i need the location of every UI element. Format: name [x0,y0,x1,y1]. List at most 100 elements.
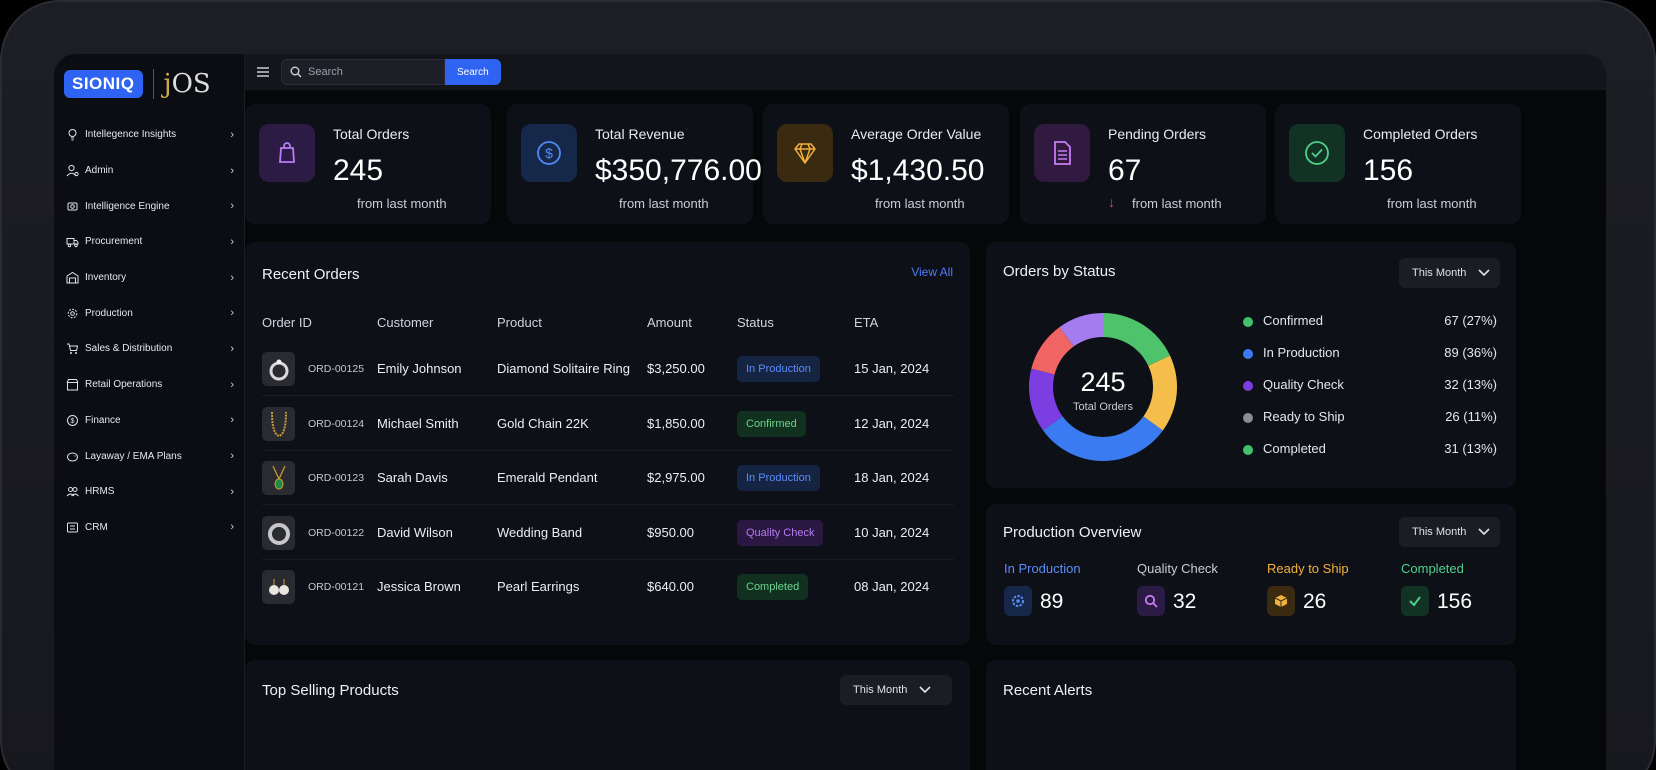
top-selling-period-dropdown[interactable]: This Month [840,675,952,705]
table-row[interactable]: ORD-00122 David Wilson Wedding Band $950… [262,506,954,560]
chain-icon [270,411,287,437]
stat-title: Pending Orders [1108,126,1207,142]
top-selling-title: Top Selling Products [262,682,399,699]
status-period-dropdown[interactable]: This Month [1399,258,1500,288]
table-row[interactable]: ORD-00125 Emily Johnson Diamond Solitair… [262,342,954,396]
gear-icon [1012,595,1024,607]
sidebar-item-crm[interactable]: CRM › [54,510,244,546]
orders-by-status-card: Orders by Status This Month 245 Total Or… [986,242,1516,488]
sidebar-item-hrms[interactable]: HRMS › [54,474,244,510]
sidebar-item-procurement[interactable]: Procurement › [54,224,244,260]
column-header[interactable]: ETA [854,315,879,330]
sidebar-item-label: HRMS [85,486,115,498]
stat-card-total-revenue[interactable]: $ Total Revenue $350,776.00 from last mo… [507,104,762,224]
legend-item[interactable]: Completed 31 (13%) [1243,440,1497,460]
donut-segment-blue[interactable] [1043,416,1163,461]
coin-icon: $ [67,414,78,426]
search-input[interactable] [308,66,438,78]
sidebar-item-label: Finance [85,414,121,426]
stat-icon-box: $ [521,124,577,182]
check-circle-icon [1305,141,1329,165]
stat-card-average-order-value[interactable]: Average Order Value $1,430.50 from last … [763,104,1009,224]
sidebar: SIONIQ jOS Intellegence Insights › Admin… [54,54,245,770]
check-icon [1409,596,1421,607]
legend-item[interactable]: Confirmed 67 (27%) [1243,312,1497,332]
view-all-link[interactable]: View All [911,265,953,279]
sidebar-item-layaway-ema-plans[interactable]: Layaway / EMA Plans › [54,438,244,474]
legend-item[interactable]: Quality Check 32 (13%) [1243,376,1497,396]
search-icon [290,66,302,78]
donut-segment-red[interactable] [1031,327,1074,375]
engine-icon [67,202,78,211]
sidebar-item-inventory[interactable]: Inventory › [54,260,244,296]
chevron-right-icon: › [230,485,234,498]
search-field[interactable] [281,59,445,85]
sidebar-item-sales-distribution[interactable]: Sales & Distribution › [54,331,244,367]
menu-icon[interactable] [257,65,269,80]
sidebar-item-retail-operations[interactable]: Retail Operations › [54,367,244,403]
stat-card-pending-orders[interactable]: Pending Orders 67 ↓ from last month [1020,104,1266,224]
product-thumbnail [262,406,295,441]
sidebar-item-finance[interactable]: $ Finance › [54,403,244,439]
legend-value: 31 (13%) [1444,441,1497,456]
main-content: Total Orders 245 from last month $ Total… [245,90,1606,770]
production-period-dropdown[interactable]: This Month [1399,517,1500,547]
donut-segment-purple[interactable] [1029,368,1063,431]
legend-item[interactable]: In Production 89 (36%) [1243,344,1497,364]
column-header[interactable]: Order ID [262,315,312,330]
legend-item[interactable]: Ready to Ship 26 (11%) [1243,408,1497,428]
chevron-down-icon [1478,528,1490,536]
po-icon-box [1267,586,1295,616]
product-thumbnail [262,352,295,386]
top-selling-card: Top Selling Products This Month [245,660,970,770]
stat-value: 245 [333,154,384,187]
stat-value: $350,776.00 [595,154,762,187]
table-row[interactable]: ORD-00121 Jessica Brown Pearl Earrings $… [262,560,954,614]
stat-card-completed-orders[interactable]: Completed Orders 156 from last month [1275,104,1521,224]
sidebar-item-production[interactable]: Production › [54,295,244,331]
diamond-icon [794,143,816,164]
sidebar-item-label: Intelligence Engine [85,200,170,212]
column-header[interactable]: Amount [647,315,692,330]
shopping-bag-icon [279,142,295,163]
stat-value: 67 [1108,154,1142,187]
stat-icon-box [1289,124,1345,182]
status-badge: Confirmed [737,410,806,437]
order-id[interactable]: ORD-00124 [308,417,365,430]
sidebar-item-label: Procurement [85,236,143,248]
order-id[interactable]: ORD-00122 [308,526,365,539]
ring-icon [269,359,288,381]
order-id[interactable]: ORD-00125 [308,363,365,375]
column-header[interactable]: Customer [377,315,434,330]
table-row[interactable]: ORD-00123 Sarah Davis Emerald Pendant $2… [262,451,954,505]
po-icon-box [1137,586,1165,616]
stat-subtext: from last month [1387,196,1477,211]
order-id[interactable]: ORD-00123 [308,472,365,484]
order-id[interactable]: ORD-00121 [308,581,365,593]
donut-segment-yellow[interactable] [1143,355,1177,431]
sidebar-item-intellegence-insights[interactable]: Intellegence Insights › [54,117,244,153]
sidebar-item-label: Production [85,307,133,319]
po-label-quality-check: Quality Check [1137,561,1218,576]
piggy-bank-icon [67,452,78,462]
chevron-right-icon: › [230,128,234,141]
column-header[interactable]: Status [737,315,774,330]
table-row[interactable]: ORD-00124 Michael Smith Gold Chain 22K $… [262,397,954,451]
chevron-right-icon: › [230,164,234,177]
user-gear-icon [66,164,79,177]
search-button[interactable]: Search [445,59,501,85]
stat-card-total-orders[interactable]: Total Orders 245 from last month [245,104,491,224]
donut-segment-green[interactable] [1103,313,1170,366]
crm-icon [67,522,78,533]
brand-logo[interactable]: SIONIQ jOS [54,54,244,114]
sidebar-item-admin[interactable]: Admin › [54,153,244,189]
sidebar-item-label: CRM [85,521,108,533]
jos-logo: jOS [163,69,211,99]
people-icon [66,487,79,497]
sidebar-item-intelligence-engine[interactable]: Intelligence Engine › [54,188,244,224]
donut-segment-lavender[interactable] [1059,313,1103,347]
column-header[interactable]: Product [497,315,542,330]
recent-orders-title: Recent Orders [262,266,360,283]
cart-icon [67,343,79,355]
